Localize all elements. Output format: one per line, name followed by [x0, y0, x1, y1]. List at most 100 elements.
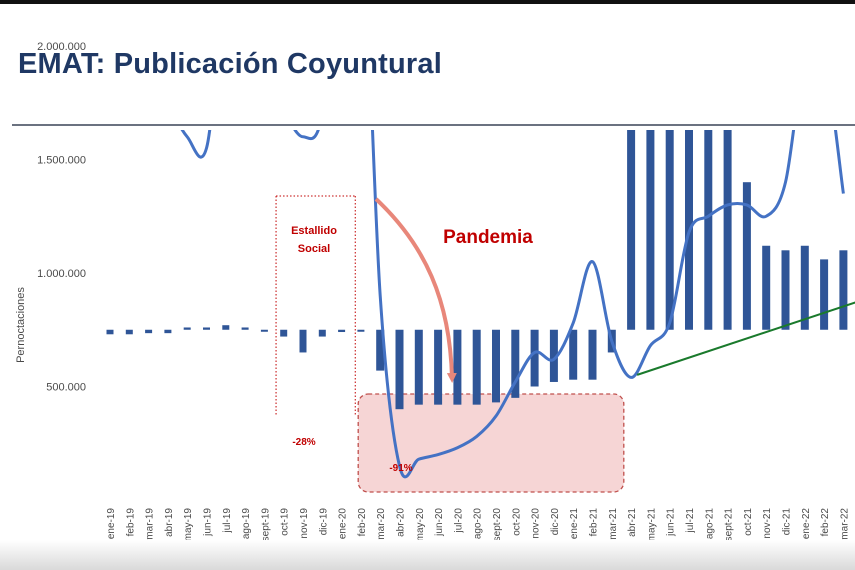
trend-line — [636, 301, 855, 376]
x-tick-label: abr-19 — [164, 508, 175, 537]
bar — [781, 250, 790, 330]
bar — [530, 329, 539, 387]
x-tick-label: ene-19 — [106, 508, 117, 540]
x-tick-label: ene-20 — [338, 508, 349, 540]
bar — [376, 329, 385, 371]
x-tick-label: oct-20 — [511, 508, 522, 536]
x-tick-label: dic-21 — [782, 508, 793, 536]
bar — [434, 329, 443, 405]
x-tick-label: sept-19 — [260, 508, 271, 542]
x-tick-label: mar-22 — [839, 508, 850, 540]
x-tick-label: nov-21 — [762, 508, 773, 539]
y-tick-label: 1.000.000 — [37, 268, 86, 280]
trend-line-stroke — [636, 301, 855, 376]
x-tick-label: abr-21 — [627, 508, 638, 537]
bar — [839, 250, 848, 330]
x-tick-label: ene-22 — [801, 508, 812, 540]
bar — [492, 329, 500, 403]
pandemic-box — [357, 393, 625, 493]
pct-estallido-label: -28% — [292, 437, 315, 448]
x-tick-label: nov-20 — [531, 508, 542, 539]
estallido-label: Social — [298, 243, 330, 255]
y-tick-label: 500.000 — [46, 382, 86, 394]
x-tick-label: dic-20 — [550, 508, 561, 536]
bar — [588, 329, 597, 380]
y-axis-label: Pernoctaciones — [15, 287, 27, 363]
chart-annotations: Estallido Social Pandemia -28% -91% — [291, 197, 533, 474]
x-tick-label: mar-20 — [376, 508, 387, 540]
bar — [472, 329, 481, 405]
bar — [646, 130, 655, 330]
bar — [280, 329, 288, 337]
x-tick-label: sept-21 — [724, 508, 735, 542]
series-line — [180, 130, 845, 479]
pct-pandemia-label: -91% — [389, 463, 412, 474]
x-tick-label: jun-20 — [434, 508, 445, 537]
bar — [665, 130, 674, 330]
x-tick-label: sept-20 — [492, 508, 503, 542]
bar — [742, 182, 751, 330]
bar — [685, 130, 693, 330]
x-tick-label: may-19 — [183, 508, 194, 542]
bar — [260, 329, 268, 332]
x-tick-label: ene-21 — [569, 508, 580, 540]
line-series — [180, 130, 845, 479]
x-tick-label: jul-20 — [453, 508, 464, 534]
x-tick-label: oct-19 — [280, 508, 291, 536]
x-tick-label: mar-19 — [145, 508, 156, 540]
bar — [183, 327, 191, 330]
y-axis: 3.000.0002.500.0002.000.0001.500.0001.00… — [37, 41, 86, 394]
bar — [549, 329, 558, 382]
x-tick-label: jul-21 — [685, 508, 696, 534]
bar — [414, 329, 423, 405]
x-tick-label: jun-19 — [203, 508, 214, 537]
bar — [357, 329, 365, 332]
bar — [511, 329, 520, 398]
title-divider — [12, 124, 855, 126]
pandemia-arrow — [374, 197, 457, 383]
pandemic-box-rect — [357, 393, 625, 493]
x-tick-label: ago-19 — [241, 508, 252, 540]
x-tick-label: oct-21 — [743, 508, 754, 536]
x-tick-label: feb-20 — [357, 508, 368, 537]
bar — [569, 329, 578, 380]
x-axis: ene-19 feb-19 mar-19 abr-19 may-19 jun-19 jul-… — [106, 508, 850, 542]
y-tick-label: 2.000.000 — [37, 41, 86, 53]
x-tick-label: jul-19 — [222, 508, 233, 534]
x-tick-label: ago-21 — [704, 508, 715, 540]
bar — [241, 327, 249, 330]
estallido-label: Estallido — [291, 225, 337, 237]
x-tick-label: mar-21 — [608, 508, 619, 540]
x-tick-label: ago-20 — [473, 508, 484, 540]
bottom-shadow — [0, 540, 855, 570]
bar — [820, 259, 829, 330]
bar — [125, 329, 133, 335]
bar — [318, 329, 326, 337]
bar — [395, 329, 404, 410]
x-tick-label: feb-22 — [820, 508, 831, 537]
bar — [338, 329, 346, 333]
x-tick-label: feb-19 — [125, 508, 136, 537]
bar — [704, 130, 713, 330]
x-tick-label: feb-21 — [589, 508, 600, 537]
y-tick-label: 1.500.000 — [37, 155, 86, 167]
x-tick-label: jun-21 — [666, 508, 677, 537]
estallido-annotation — [275, 195, 356, 415]
bar — [222, 325, 230, 330]
bar — [164, 329, 172, 334]
x-tick-label: nov-19 — [299, 508, 310, 539]
bar — [800, 245, 809, 330]
bar — [723, 130, 732, 330]
bar — [145, 329, 153, 334]
bar — [299, 329, 307, 353]
bar — [203, 327, 210, 330]
x-tick-label: may-21 — [646, 508, 657, 542]
slide-title: EMAT: Publicación Coyuntural — [18, 48, 442, 80]
top-border — [0, 0, 855, 4]
x-tick-label: abr-20 — [396, 508, 407, 537]
bar-series — [106, 130, 848, 410]
bar — [106, 329, 114, 335]
x-tick-label: may-20 — [415, 508, 426, 542]
x-tick-label: dic-19 — [318, 508, 329, 536]
